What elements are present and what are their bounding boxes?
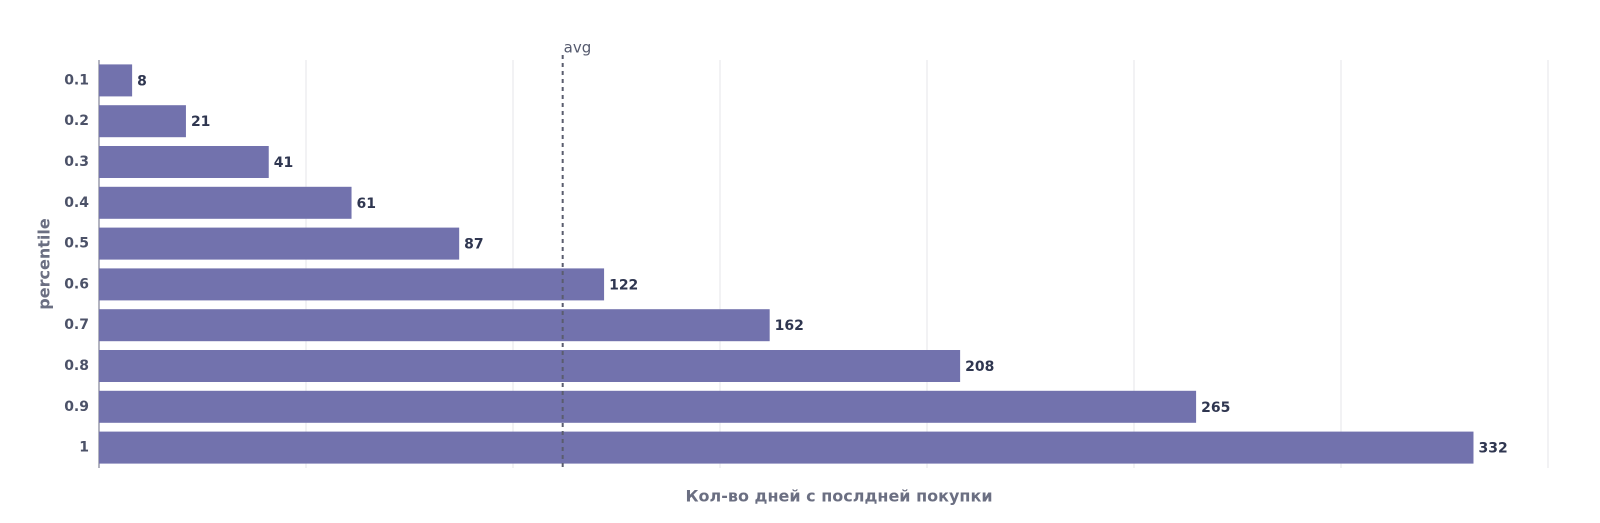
y-axis-title: percentile bbox=[35, 218, 54, 310]
data-label: 162 bbox=[775, 318, 804, 334]
bar bbox=[99, 350, 961, 382]
data-label: 208 bbox=[965, 359, 994, 375]
data-label: 41 bbox=[274, 155, 293, 171]
bar bbox=[99, 431, 1474, 464]
bar bbox=[99, 309, 770, 342]
data-label: 332 bbox=[1478, 441, 1507, 457]
y-tick-label: 1 bbox=[79, 440, 89, 456]
data-label: 87 bbox=[464, 237, 483, 253]
y-tick-label: 0.1 bbox=[64, 72, 89, 88]
data-label: 21 bbox=[191, 114, 210, 130]
y-tick-label: 0.9 bbox=[64, 399, 89, 415]
y-tick-label: 0.4 bbox=[64, 195, 89, 211]
y-tick-label: 0.6 bbox=[64, 276, 89, 292]
y-tick-label: 0.8 bbox=[64, 358, 89, 374]
x-axis-title: Кол-во дней с послдней покупки bbox=[685, 487, 992, 506]
bar bbox=[99, 105, 186, 138]
bar bbox=[99, 186, 352, 219]
reference-label: avg bbox=[564, 39, 592, 57]
bar bbox=[99, 390, 1197, 423]
bar bbox=[99, 227, 460, 260]
data-label: 122 bbox=[609, 277, 638, 293]
y-tick-label: 0.3 bbox=[64, 154, 89, 170]
bar bbox=[99, 64, 133, 97]
bar bbox=[99, 146, 269, 178]
y-tick-label: 0.7 bbox=[64, 317, 89, 333]
y-tick-label: 0.5 bbox=[64, 236, 89, 252]
data-label: 265 bbox=[1201, 400, 1230, 416]
y-tick-label: 0.2 bbox=[64, 113, 89, 129]
data-label: 61 bbox=[357, 196, 376, 212]
data-label: 8 bbox=[137, 73, 147, 89]
bar bbox=[99, 268, 605, 301]
